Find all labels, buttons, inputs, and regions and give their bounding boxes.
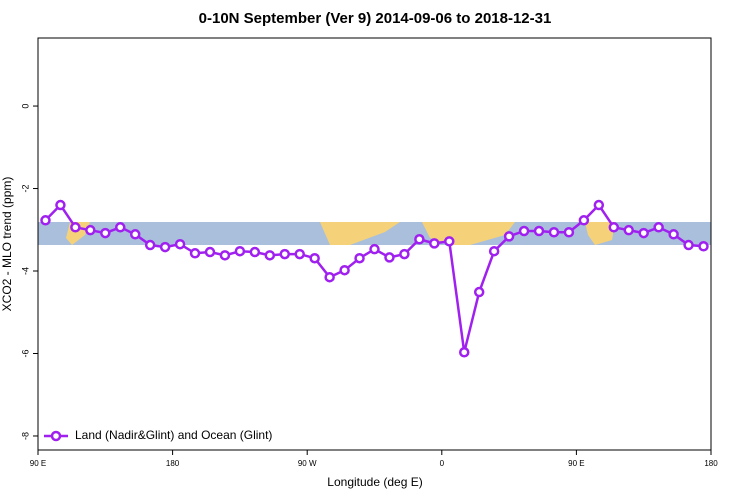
data-point: [518, 225, 530, 237]
data-point: [40, 215, 51, 226]
legend-label: Land (Nadir&Glint) and Ocean (Glint): [75, 428, 272, 442]
data-point: [144, 239, 156, 251]
x-tick-label: 180: [704, 459, 718, 468]
y-tick-label: -2: [20, 185, 30, 193]
data-point: [488, 245, 500, 257]
data-point: [219, 250, 231, 261]
data-point: [369, 243, 380, 255]
data-point: [623, 224, 634, 236]
y-tick-label: -6: [20, 349, 30, 357]
x-tick-label: 180: [166, 459, 180, 468]
data-point: [414, 234, 425, 245]
data-point: [174, 238, 186, 250]
plot-frame: [37, 37, 712, 451]
data-point: [100, 227, 111, 239]
data-point: [429, 238, 440, 249]
data-point: [548, 226, 560, 238]
data-point: [129, 229, 141, 240]
data-point: [339, 264, 350, 276]
data-point: [668, 229, 679, 240]
data-point: [384, 252, 395, 263]
data-point: [70, 222, 81, 233]
y-tick-label: 0: [20, 104, 30, 109]
x-axis-label: Longitude (deg E): [327, 475, 422, 489]
data-point: [698, 241, 709, 252]
data-point: [683, 239, 694, 251]
data-point: [189, 248, 201, 259]
data-point: [324, 271, 335, 283]
y-axis-label: XCO2 - MLO trend (ppm): [0, 177, 14, 312]
x-tick-label: 90 W: [298, 459, 317, 468]
data-point: [354, 252, 365, 264]
data-point: [578, 215, 590, 226]
x-tick-label: 90 E: [568, 459, 584, 468]
legend-marker: [50, 430, 62, 442]
data-point: [503, 231, 515, 242]
data-point: [473, 286, 485, 298]
data-point: [234, 245, 246, 257]
data-point: [608, 222, 620, 233]
data-point: [204, 246, 216, 258]
data-point: [638, 227, 649, 239]
x-tick-label: 90 E: [30, 459, 46, 468]
data-point: [55, 199, 66, 211]
data-point: [264, 250, 276, 261]
data-point: [85, 224, 96, 236]
data-point: [279, 248, 291, 260]
data-point: [115, 222, 126, 233]
y-tick-label: -4: [20, 267, 30, 275]
data-point: [159, 241, 171, 253]
data-point: [563, 226, 575, 238]
y-tick-label: -8: [20, 432, 30, 440]
x-tick-label: 0: [440, 459, 445, 468]
data-point: [399, 248, 410, 260]
data-point: [653, 222, 664, 233]
data-point: [593, 199, 605, 211]
data-point: [533, 225, 545, 237]
data-point: [294, 248, 305, 260]
chart-title: 0-10N September (Ver 9) 2014-09-06 to 20…: [199, 10, 552, 27]
data-point: [309, 252, 320, 264]
data-point: [444, 236, 455, 247]
data-point: [458, 347, 470, 358]
data-point: [249, 246, 261, 258]
